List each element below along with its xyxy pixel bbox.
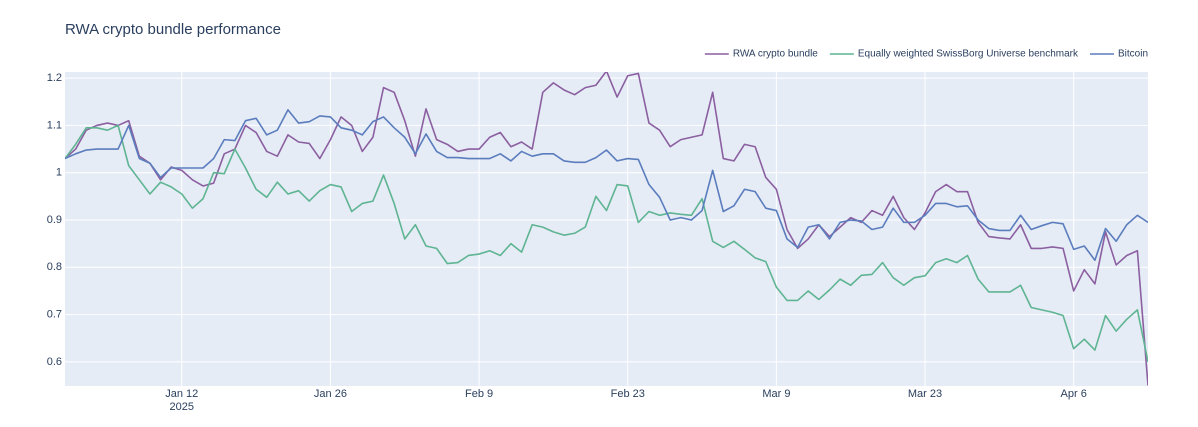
x-tick-label: Jan 12: [165, 388, 198, 400]
x-tick-label: Mar 9: [762, 388, 790, 400]
legend-label: Equally weighted SwissBorg Universe benc…: [858, 49, 1079, 60]
y-tick-label: 1.1: [47, 119, 62, 131]
y-tick-label: 0.9: [47, 214, 62, 226]
legend-label: RWA crypto bundle: [733, 49, 818, 60]
y-tick-label: 0.7: [47, 308, 62, 320]
chart-title: RWA crypto bundle performance: [65, 21, 281, 38]
plot-background: [65, 72, 1148, 386]
y-tick-label: 1.2: [47, 72, 62, 84]
x-tick-sublabel: 2025: [170, 401, 194, 413]
y-tick-label: 0.8: [47, 261, 62, 273]
x-tick-label: Apr 6: [1061, 388, 1087, 400]
y-tick-label: 1: [56, 167, 62, 179]
x-tick-label: Feb 23: [611, 388, 645, 400]
series-group: [65, 72, 1148, 386]
legend-label: Bitcoin: [1118, 49, 1148, 60]
series-line: [65, 72, 1148, 386]
series-line: [65, 124, 1148, 363]
series-line: [65, 109, 1148, 262]
y-tick-label: 0.6: [47, 356, 62, 368]
x-tick-label: Feb 9: [465, 388, 493, 400]
x-tick-label: Mar 23: [908, 388, 942, 400]
x-tick-label: Jan 26: [314, 388, 347, 400]
